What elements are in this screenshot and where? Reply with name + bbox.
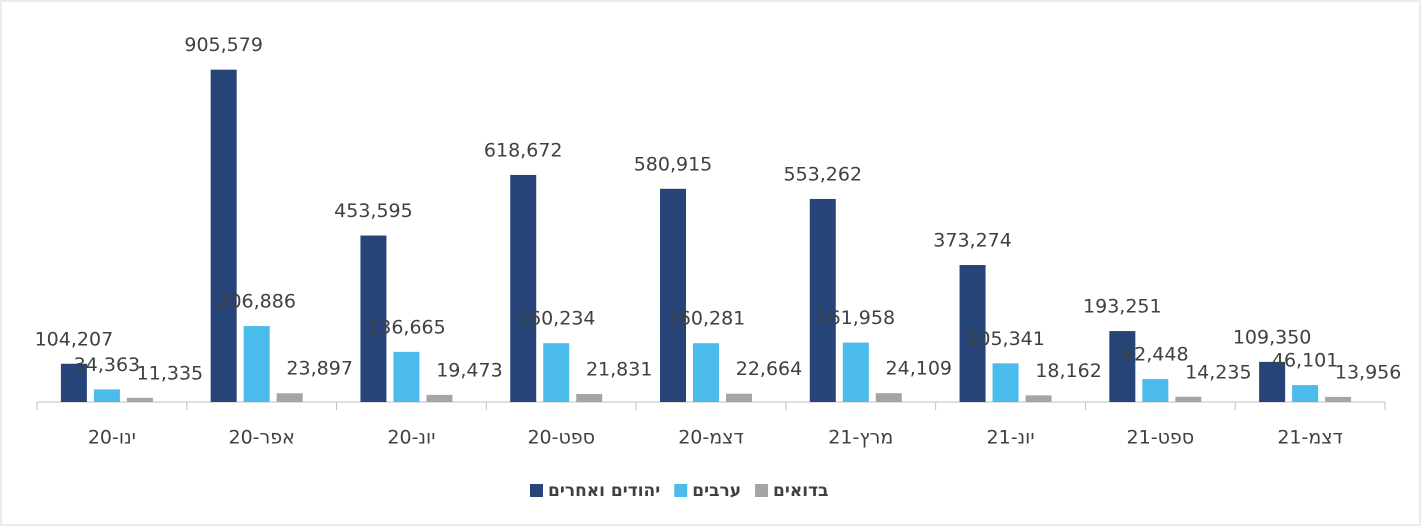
x-tick-label: ינו-20 (88, 427, 136, 449)
bar (1259, 361, 1286, 402)
x-tick-label: אפר-20 (228, 427, 294, 449)
data-label: 618,672 (484, 139, 563, 161)
bar (93, 389, 120, 402)
bar (1175, 396, 1202, 402)
data-label: 34,363 (74, 354, 140, 376)
bar (543, 343, 570, 402)
bar (959, 265, 986, 402)
bar (426, 394, 453, 402)
data-label: 905,579 (184, 34, 263, 56)
bar (875, 393, 902, 402)
data-label: 62,448 (1122, 344, 1188, 366)
bar (360, 235, 387, 402)
bar (992, 363, 1019, 402)
bar (510, 174, 537, 402)
bar (726, 393, 752, 402)
data-label: 193,251 (1083, 296, 1162, 318)
data-label: 22,664 (736, 358, 802, 380)
data-label: 13,956 (1335, 361, 1401, 383)
data-label: 14,235 (1185, 361, 1251, 383)
data-label: 161,958 (816, 307, 895, 329)
data-label: 104,207 (35, 328, 114, 350)
bar (60, 363, 87, 402)
data-label: 160,281 (667, 308, 746, 330)
data-label: 453,595 (334, 200, 413, 222)
bar (393, 351, 420, 402)
data-label: 19,473 (436, 359, 502, 381)
bar (210, 69, 237, 403)
bar (126, 397, 153, 402)
legend-swatch (674, 484, 688, 497)
legend-swatch (755, 484, 769, 497)
bar (660, 188, 686, 402)
legend-swatch (530, 484, 543, 497)
bar (276, 393, 303, 402)
data-label: 109,350 (1233, 326, 1312, 348)
x-tick-label: ספט-20 (527, 427, 595, 449)
x-tick-label: מרץ-21 (828, 427, 893, 449)
bar (1292, 385, 1319, 402)
data-label: 553,262 (783, 163, 862, 185)
bar (1142, 379, 1169, 402)
bar (1025, 395, 1052, 402)
x-tick-label: דצמ-21 (1277, 427, 1343, 449)
data-label: 160,234 (517, 308, 596, 330)
data-label: 21,831 (586, 358, 652, 380)
x-tick-label: דצמ-20 (678, 427, 744, 449)
legend-label: ערבים (692, 481, 741, 501)
legend-label: בדואים (773, 481, 828, 501)
data-label: 105,341 (966, 328, 1045, 350)
data-label: 580,915 (634, 153, 713, 175)
legend-label: יהודים ואחרים (548, 481, 660, 501)
data-label: 23,897 (286, 358, 352, 380)
x-tick-label: ספט-21 (1127, 427, 1195, 449)
x-tick-label: יונ-20 (387, 427, 435, 449)
bar (842, 342, 869, 402)
data-label: 18,162 (1035, 360, 1101, 382)
data-label: 46,101 (1272, 350, 1338, 372)
data-label: 24,109 (886, 358, 952, 380)
data-label: 206,886 (217, 291, 296, 313)
x-tick-label: יונ-21 (987, 427, 1035, 449)
data-label: 373,274 (933, 230, 1012, 252)
bar (693, 343, 719, 402)
bar (1325, 396, 1352, 402)
bar (576, 393, 603, 402)
data-label: 136,665 (367, 316, 446, 338)
data-label: 11,335 (137, 362, 203, 384)
bar (809, 198, 836, 402)
bar (1109, 331, 1136, 402)
bar (243, 326, 270, 402)
